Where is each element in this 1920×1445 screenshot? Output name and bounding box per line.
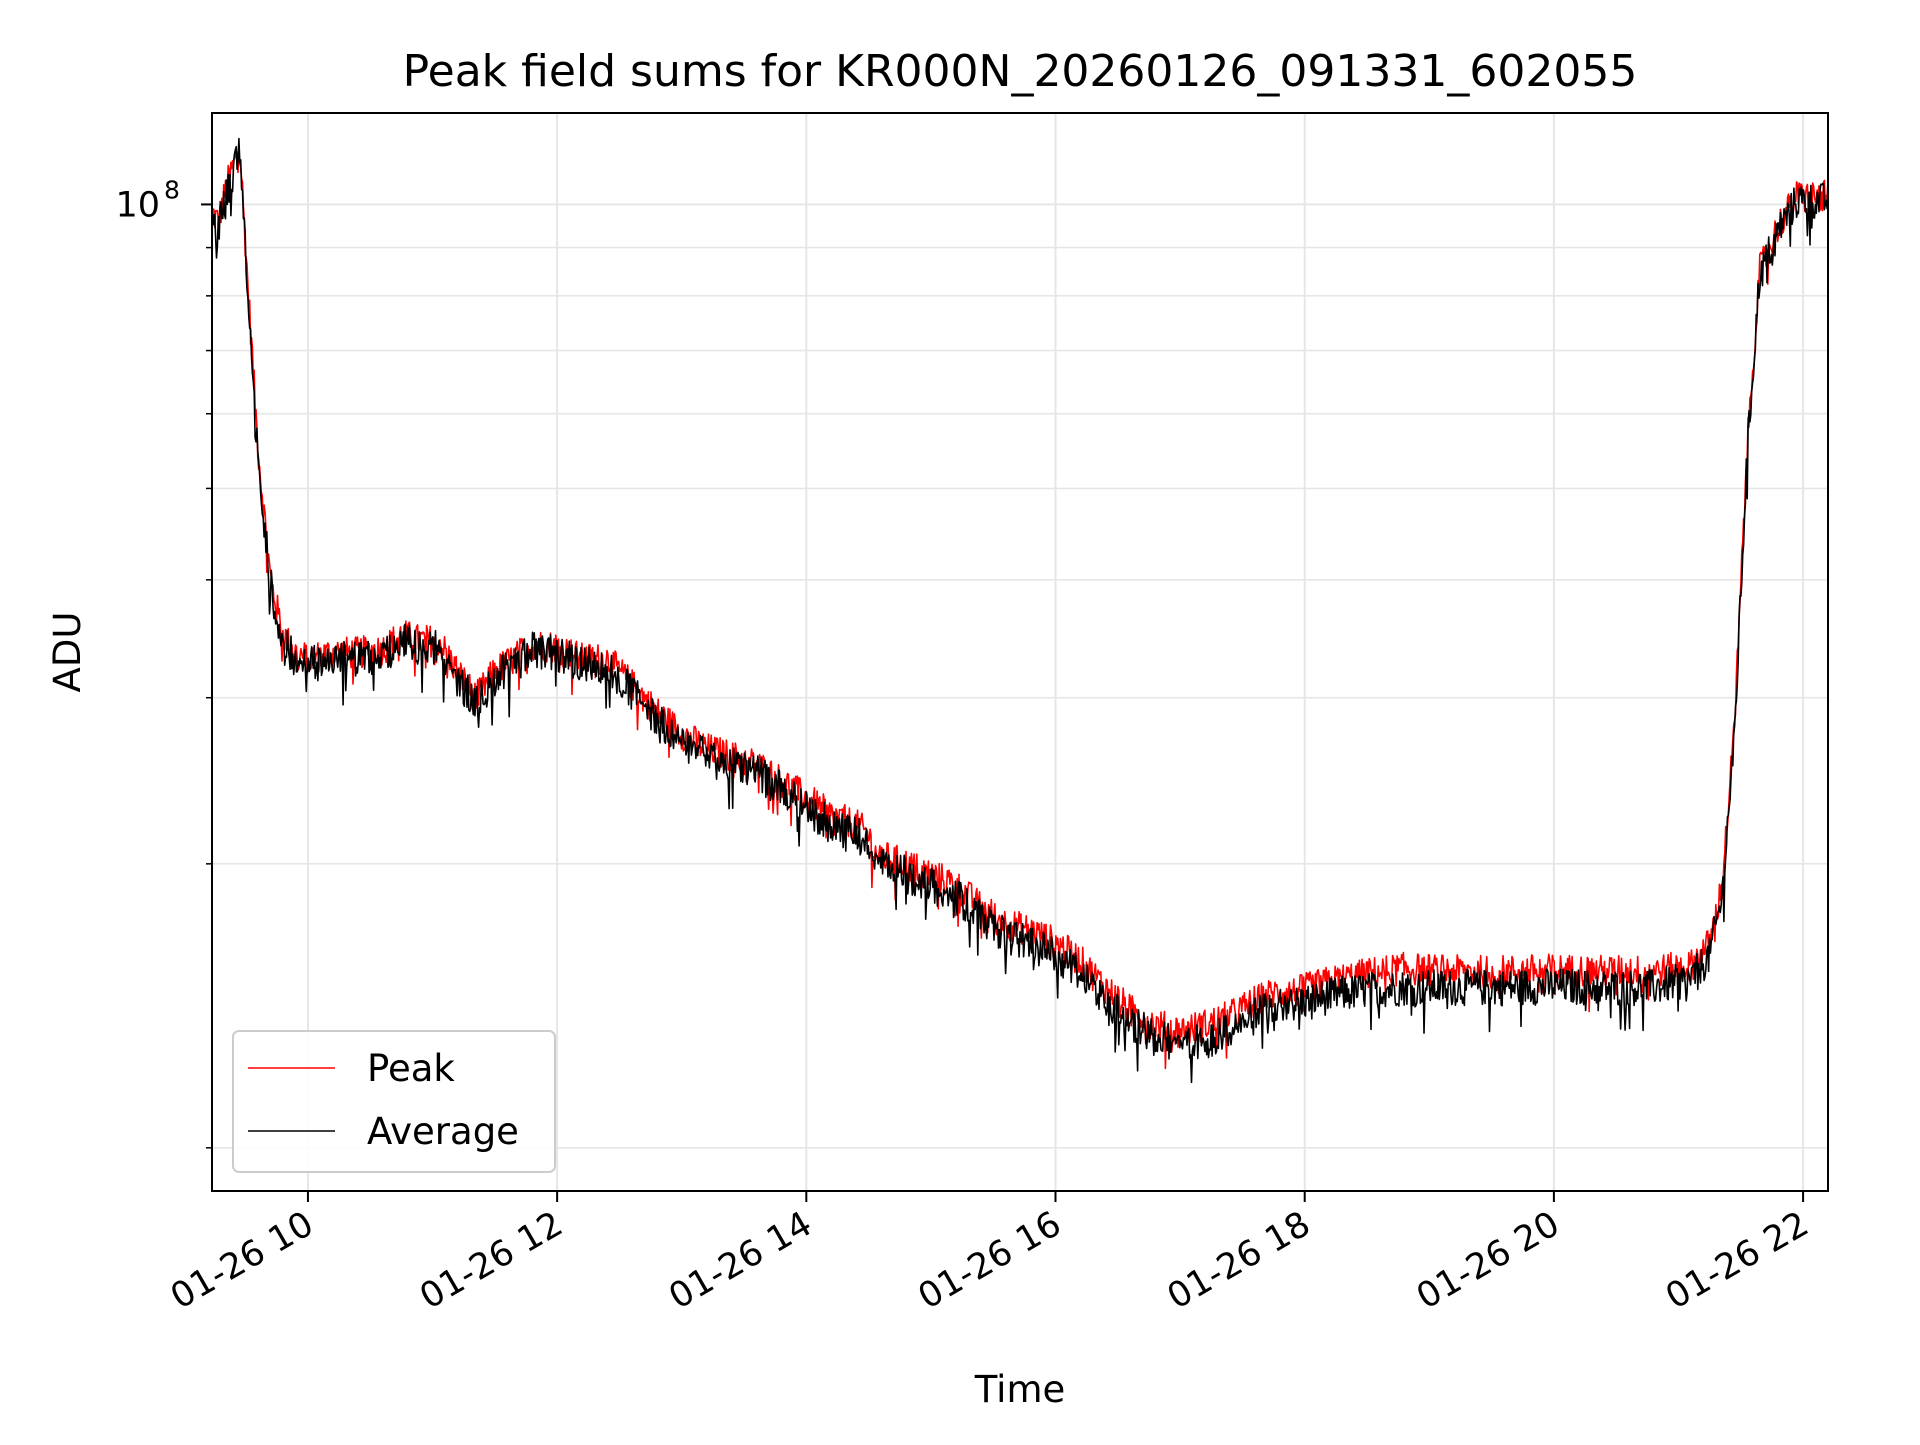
series-average-line	[211, 137, 1829, 1084]
legend: Peak Average	[232, 1030, 556, 1173]
plot-area	[211, 137, 1829, 1084]
y-tick-label-exponent: 8	[164, 175, 180, 204]
axes-frame	[211, 112, 1829, 1192]
x-axis-title: Time	[974, 1368, 1066, 1411]
legend-average-label: Average	[367, 1110, 519, 1153]
series-peak-line	[211, 146, 1829, 1070]
legend-peak-label: Peak	[367, 1047, 455, 1090]
y-tick-label: 10	[115, 185, 160, 225]
chart-title: Peak field sums for KR000N_20260126_0913…	[403, 46, 1638, 97]
legend-box	[232, 1030, 556, 1173]
y-axis-title: ADU	[46, 612, 89, 693]
